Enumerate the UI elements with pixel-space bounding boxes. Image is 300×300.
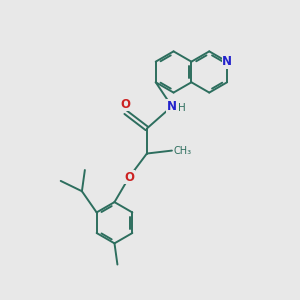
Text: O: O <box>121 98 131 111</box>
Text: N: N <box>222 55 232 68</box>
Text: H: H <box>178 103 186 113</box>
Text: O: O <box>124 171 134 184</box>
Text: CH₃: CH₃ <box>173 146 191 156</box>
Text: N: N <box>167 100 177 113</box>
